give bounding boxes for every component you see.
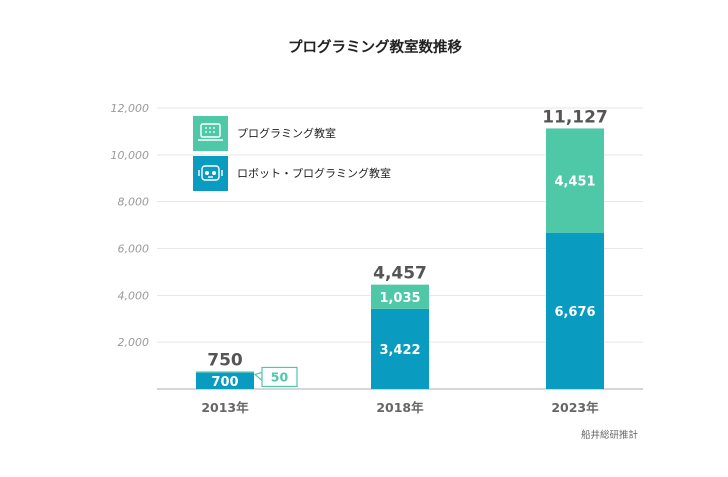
data-label-programming: 50 xyxy=(271,369,289,384)
x-axis: 2013年 2018年 2023年 xyxy=(201,400,599,415)
total-label: 4,457 xyxy=(373,264,427,284)
data-label-programming: 4,451 xyxy=(554,175,595,190)
legend-label-robot-programming: ロボット・プログラミング教室 xyxy=(237,166,391,180)
bar-programming xyxy=(371,284,429,309)
source-note: 船井総研推計 xyxy=(581,429,639,441)
y-axis: 12,000 10,000 8,000 6,000 4,000 2,000 xyxy=(111,102,150,349)
laptop-icon xyxy=(193,116,228,151)
y-tick-label: 12,000 xyxy=(111,102,150,115)
chart-title: プログラミング教室数推移 xyxy=(288,38,462,56)
x-tick-label: 2023年 xyxy=(551,400,599,415)
callout-box xyxy=(261,366,298,388)
y-tick-label: 4,000 xyxy=(118,289,150,302)
legend-label-programming: プログラミング教室 xyxy=(237,126,336,140)
data-label-robot-programming: 3,422 xyxy=(379,343,420,358)
total-label: 11,127 xyxy=(542,107,608,127)
bar-robot-programming xyxy=(371,308,429,389)
data-label-robot-programming: 6,676 xyxy=(554,305,595,320)
total-label: 750 xyxy=(207,350,243,370)
robot-glyph xyxy=(198,165,223,181)
data-labels: 700 50 750 3,422 1,035 4,457 6,676 4,451 11,127 xyxy=(207,107,608,389)
bar-robot-programming xyxy=(196,372,254,389)
legend-item-programming: プログラミング教室 xyxy=(193,116,336,151)
y-tick-label: 6,000 xyxy=(118,243,150,256)
y-tick-label: 2,000 xyxy=(118,336,150,349)
bar-programming xyxy=(546,128,604,233)
callout-pointer xyxy=(253,371,263,382)
bar-robot-programming xyxy=(546,232,604,389)
robot-icon xyxy=(193,156,228,191)
laptop-glyph xyxy=(198,123,223,141)
x-tick-label: 2018年 xyxy=(376,400,424,415)
legend-item-robot-programming: ロボット・プログラミング教室 xyxy=(193,156,391,191)
y-tick-label: 10,000 xyxy=(111,149,150,162)
bar-programming xyxy=(196,371,254,373)
data-label-programming: 1,035 xyxy=(379,291,420,306)
legend: プログラミング教室 ロボット・プログラミング教室 xyxy=(193,116,391,191)
data-label-robot-programming: 700 xyxy=(211,375,238,390)
y-tick-label: 8,000 xyxy=(118,196,150,209)
x-tick-label: 2013年 xyxy=(201,400,249,415)
bars xyxy=(196,128,604,389)
